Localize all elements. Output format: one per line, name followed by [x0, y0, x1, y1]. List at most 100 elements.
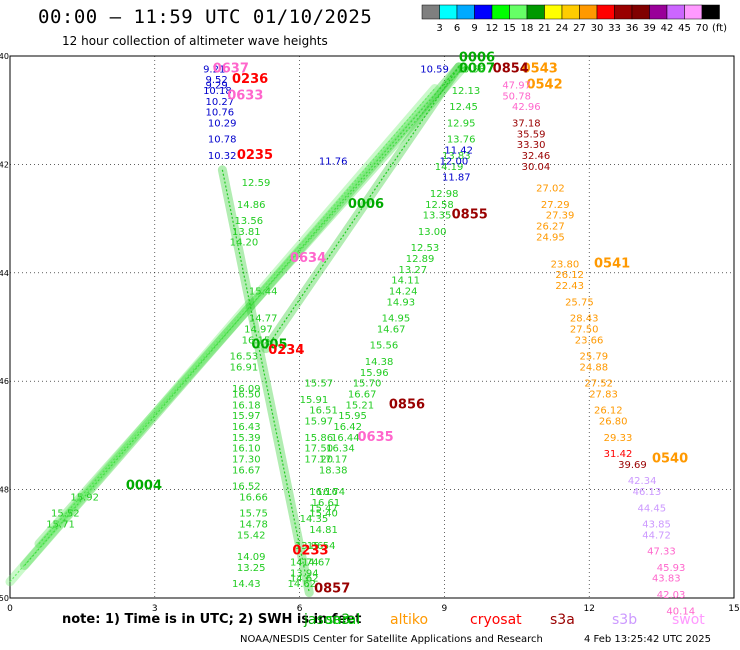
wave-height-label: 26.80 [599, 417, 628, 428]
wave-height-label: 24.95 [536, 232, 565, 243]
colorbar-swatch [701, 4, 720, 20]
colorbar-swatch [474, 4, 493, 20]
wave-height-label: 37.18 [512, 118, 541, 129]
colorbar-swatch [614, 4, 633, 20]
colorbar-label: 42 [661, 23, 674, 34]
legend-item-jason3: jason3 [304, 612, 351, 628]
colorbar-swatch [631, 4, 650, 20]
colorbar [421, 4, 720, 20]
pass-id-label: 0543 [522, 61, 558, 76]
wave-height-label: 39.69 [618, 460, 647, 471]
satellite-legend: jason3 saral altiko cryosat s3a s3b swot [304, 612, 740, 630]
legend-item-s3b: s3b [612, 612, 638, 628]
x-tick-label: 12 [583, 604, 594, 614]
plot-frame [9, 55, 735, 599]
colorbar-swatch [456, 4, 475, 20]
wave-height-label: 16.16 [309, 487, 338, 498]
wave-height-label: 23.66 [575, 335, 604, 346]
legend-item-swot: swot [672, 612, 705, 628]
wave-height-label: 14.81 [309, 525, 338, 536]
wave-height-label: 12.98 [430, 189, 459, 200]
x-tick-label: 9 [442, 604, 448, 614]
wave-height-label: 16.43 [232, 422, 261, 433]
wave-height-label: 14.95 [382, 314, 411, 325]
pass-id-label: 0542 [526, 78, 562, 93]
wave-height-label: 18.38 [319, 465, 348, 476]
colorbar-label: 45 [678, 23, 691, 34]
legend-item-altiko: altiko [390, 612, 429, 628]
wave-height-label: 42.34 [628, 476, 657, 487]
pass-id-label: 0857 [314, 582, 350, 597]
wave-height-label: 15.57 [304, 379, 333, 390]
x-tick-label: 6 [297, 604, 303, 614]
wave-height-label: 15.97 [232, 411, 261, 422]
track-line [9, 88, 436, 583]
colorbar-label: 24 [556, 23, 569, 34]
wave-height-label: 26.27 [536, 221, 565, 232]
track-line [265, 66, 460, 350]
pass-id-label: 0007 [459, 61, 495, 76]
pass-id-label: 0855 [452, 208, 488, 223]
wave-height-label: 12.53 [411, 243, 440, 254]
wave-height-label: 16.34 [326, 444, 355, 455]
colorbar-swatch [439, 4, 458, 20]
wave-height-label: 11.87 [442, 173, 471, 184]
wave-height-label: 13.86 [295, 541, 324, 552]
data-labels: 0006000700060005000410.5812.1312.4512.95… [46, 50, 695, 617]
wave-height-label: 12.00 [440, 156, 469, 167]
wave-height-label: 11.42 [444, 146, 473, 157]
wave-height-label: 14.35 [300, 514, 329, 525]
wave-height-label: 10.32 [208, 151, 237, 162]
wave-height-label: 14.78 [239, 520, 268, 531]
wave-height-label: 15.42 [237, 530, 266, 541]
wave-height-label: 12.45 [449, 102, 478, 113]
wave-height-label: 17.17 [319, 455, 348, 466]
wave-height-label: 15.86 [304, 433, 333, 444]
wave-height-label: 16.42 [333, 422, 362, 433]
legend-item-saral: saral [326, 612, 361, 628]
pass-id-label: 0856 [389, 397, 425, 412]
wave-height-label: 14.11 [391, 276, 420, 287]
wave-height-label: 15.39 [232, 433, 261, 444]
wave-height-label: 10.27 [205, 97, 234, 108]
credit-text: NOAA/NESDIS Center for Satellite Applica… [240, 634, 543, 645]
colorbar-label: 39 [643, 23, 656, 34]
wave-height-label: 16.67 [232, 465, 261, 476]
wave-height-label: 15.71 [46, 520, 75, 531]
wave-height-label: 10.76 [205, 108, 234, 119]
colorbar-label: 36 [626, 23, 639, 34]
colorbar-swatch [666, 4, 685, 20]
colorbar-swatch [649, 4, 668, 20]
wave-height-label: 28.43 [570, 314, 599, 325]
wave-height-label: 42.03 [657, 590, 686, 601]
pass-id-label: 0637 [213, 61, 249, 76]
colorbar-swatch [491, 4, 510, 20]
y-axis: -40 -42 -44 -46 -48 -50 [0, 52, 9, 603]
wave-height-label: 13.81 [232, 227, 261, 238]
track-band [217, 165, 314, 598]
wave-height-label: 9.29 [205, 81, 227, 92]
wave-height-label: 10.59 [420, 64, 449, 75]
wave-height-label: 9.52 [205, 75, 227, 86]
wave-height-label: 10.78 [208, 135, 237, 146]
pass-id-label: 0004 [126, 479, 162, 494]
wave-height-label: 14.74 [290, 557, 319, 568]
wave-height-label: 27.39 [546, 211, 575, 222]
wave-height-label: 14.62 [288, 579, 317, 590]
wave-height-label: 22.43 [555, 281, 584, 292]
wave-height-label: 27.83 [589, 389, 618, 400]
wave-height-label: 15.96 [360, 368, 389, 379]
pass-id-label: 0634 [290, 251, 326, 266]
wave-height-label: 17.50 [304, 444, 333, 455]
track-line [38, 66, 465, 545]
x-tick-label: 3 [152, 604, 158, 614]
colorbar-label: 33 [608, 23, 621, 34]
colorbar-label: 70 [696, 23, 709, 34]
wave-height-label: 15.70 [353, 379, 382, 390]
pass-id-label: 0633 [227, 88, 263, 103]
wave-height-label: 33.30 [517, 140, 546, 151]
y-tick-label: -42 [0, 160, 9, 169]
colorbar-swatch [526, 4, 545, 20]
pass-id-label: 0006 [348, 197, 384, 212]
wave-height-label: 16.51 [309, 406, 338, 417]
